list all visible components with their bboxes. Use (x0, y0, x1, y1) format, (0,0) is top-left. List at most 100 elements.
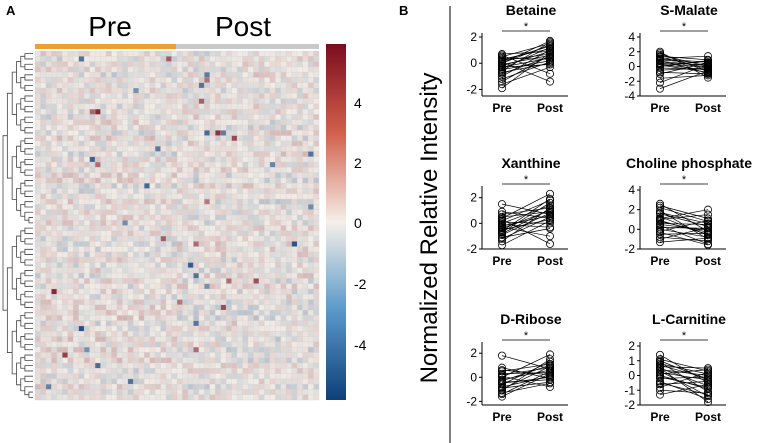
heatmap-cell (149, 109, 156, 115)
heatmap-cell (73, 114, 79, 120)
heatmap-cell (40, 257, 46, 263)
heatmap-cell (35, 294, 41, 300)
heatmap-cell (149, 331, 156, 337)
heatmap-cell (171, 151, 178, 157)
heatmap-cell (155, 199, 161, 205)
heatmap-cell (78, 172, 85, 178)
heatmap-cell (187, 283, 194, 290)
heatmap-cell (286, 167, 292, 173)
heatmap-cell (248, 88, 254, 94)
heatmap-cell (226, 214, 232, 221)
heatmap-cell (209, 236, 216, 242)
heatmap-cell (144, 241, 150, 247)
heatmap-cell (187, 114, 194, 120)
heatmap-cell (291, 304, 298, 311)
heatmap-cell (166, 230, 172, 237)
heatmap-cell (313, 230, 320, 237)
heatmap-cell (220, 357, 227, 364)
heatmap-cell (138, 246, 145, 252)
heatmap-cell (275, 262, 281, 268)
heatmap-cell (171, 331, 178, 337)
heatmap-cell (193, 93, 199, 99)
heatmap-cell (45, 88, 52, 94)
heatmap-cell (111, 199, 117, 205)
heatmap-cell (204, 368, 210, 374)
heatmap-cell (171, 299, 178, 305)
heatmap-cell (133, 246, 139, 252)
heatmap-cell (149, 66, 156, 73)
heatmap-cell (166, 304, 172, 311)
heatmap-cell (308, 199, 314, 205)
heatmap-cell (138, 325, 145, 332)
heatmap-cell (84, 336, 90, 342)
heatmap-cell (73, 177, 79, 184)
pre-point (497, 50, 506, 59)
heatmap-cell (226, 288, 232, 295)
heatmap-cell (308, 257, 314, 263)
heatmap-cell (269, 167, 276, 173)
heatmap-cell (264, 384, 270, 390)
heatmap-cell (253, 66, 259, 73)
heatmap-cell (280, 315, 287, 321)
heatmap-cell (106, 262, 112, 268)
heatmap-cell (166, 278, 172, 284)
heatmap-cell (280, 236, 287, 242)
heatmap-cell (35, 199, 41, 205)
heatmap-cell (226, 310, 232, 316)
heatmap-cell (193, 119, 199, 126)
heatmap-cell (62, 135, 68, 141)
heatmap-cell (302, 246, 309, 252)
heatmap-cell (100, 368, 107, 374)
heatmap-cell (275, 188, 281, 194)
heatmap-cell (73, 347, 79, 353)
heatmap-cell (122, 320, 128, 327)
heatmap-cell (171, 241, 178, 247)
heatmap-cell (286, 299, 292, 305)
heatmap-cell (45, 140, 52, 147)
heatmap-cell (62, 98, 68, 104)
heatmap-cell (291, 199, 298, 205)
heatmap-cell (138, 236, 145, 242)
heatmap-cell (111, 273, 117, 279)
heatmap-cell (231, 125, 238, 131)
heatmap-cell (127, 352, 134, 358)
heatmap-cell (35, 267, 41, 274)
heatmap-cell (198, 362, 205, 369)
heatmap-cell (297, 320, 303, 327)
heatmap-cell (45, 341, 52, 348)
heatmap-cell (144, 172, 150, 178)
heatmap-cell (127, 389, 134, 395)
heatmap-cell (313, 172, 320, 178)
dendrogram-branch (28, 391, 33, 398)
heatmap-cell (149, 288, 156, 295)
heatmap-cell (160, 378, 167, 385)
heatmap-cell (89, 320, 96, 327)
heatmap-cell (187, 172, 194, 178)
heatmap-cell (177, 103, 183, 110)
heatmap-cell (220, 172, 227, 178)
heatmap-cell (275, 347, 281, 353)
heatmap-cell (215, 214, 221, 221)
heatmap-cell (67, 103, 74, 110)
heatmap-cell (155, 135, 161, 141)
heatmap-cell (78, 278, 85, 284)
heatmap-cell (182, 140, 188, 147)
heatmap-cell (258, 172, 265, 178)
heatmap-cell (144, 66, 150, 73)
heatmap-cell (242, 294, 249, 300)
heatmap-cell (73, 199, 79, 205)
heatmap-cell (51, 88, 57, 94)
heatmap-cell (193, 151, 199, 157)
heatmap-cell (187, 241, 194, 247)
heatmap-cell (215, 140, 221, 147)
heatmap-cell (226, 151, 232, 157)
heatmap-cell (111, 394, 117, 401)
heatmap-cell (73, 378, 79, 385)
heatmap-cell (133, 394, 139, 401)
heatmap-cell (138, 72, 145, 78)
heatmap-cell (187, 347, 194, 353)
heatmap-cell (237, 77, 243, 83)
heatmap-cell (258, 384, 265, 390)
heatmap-cell (67, 130, 74, 136)
heatmap-cell (269, 162, 276, 168)
